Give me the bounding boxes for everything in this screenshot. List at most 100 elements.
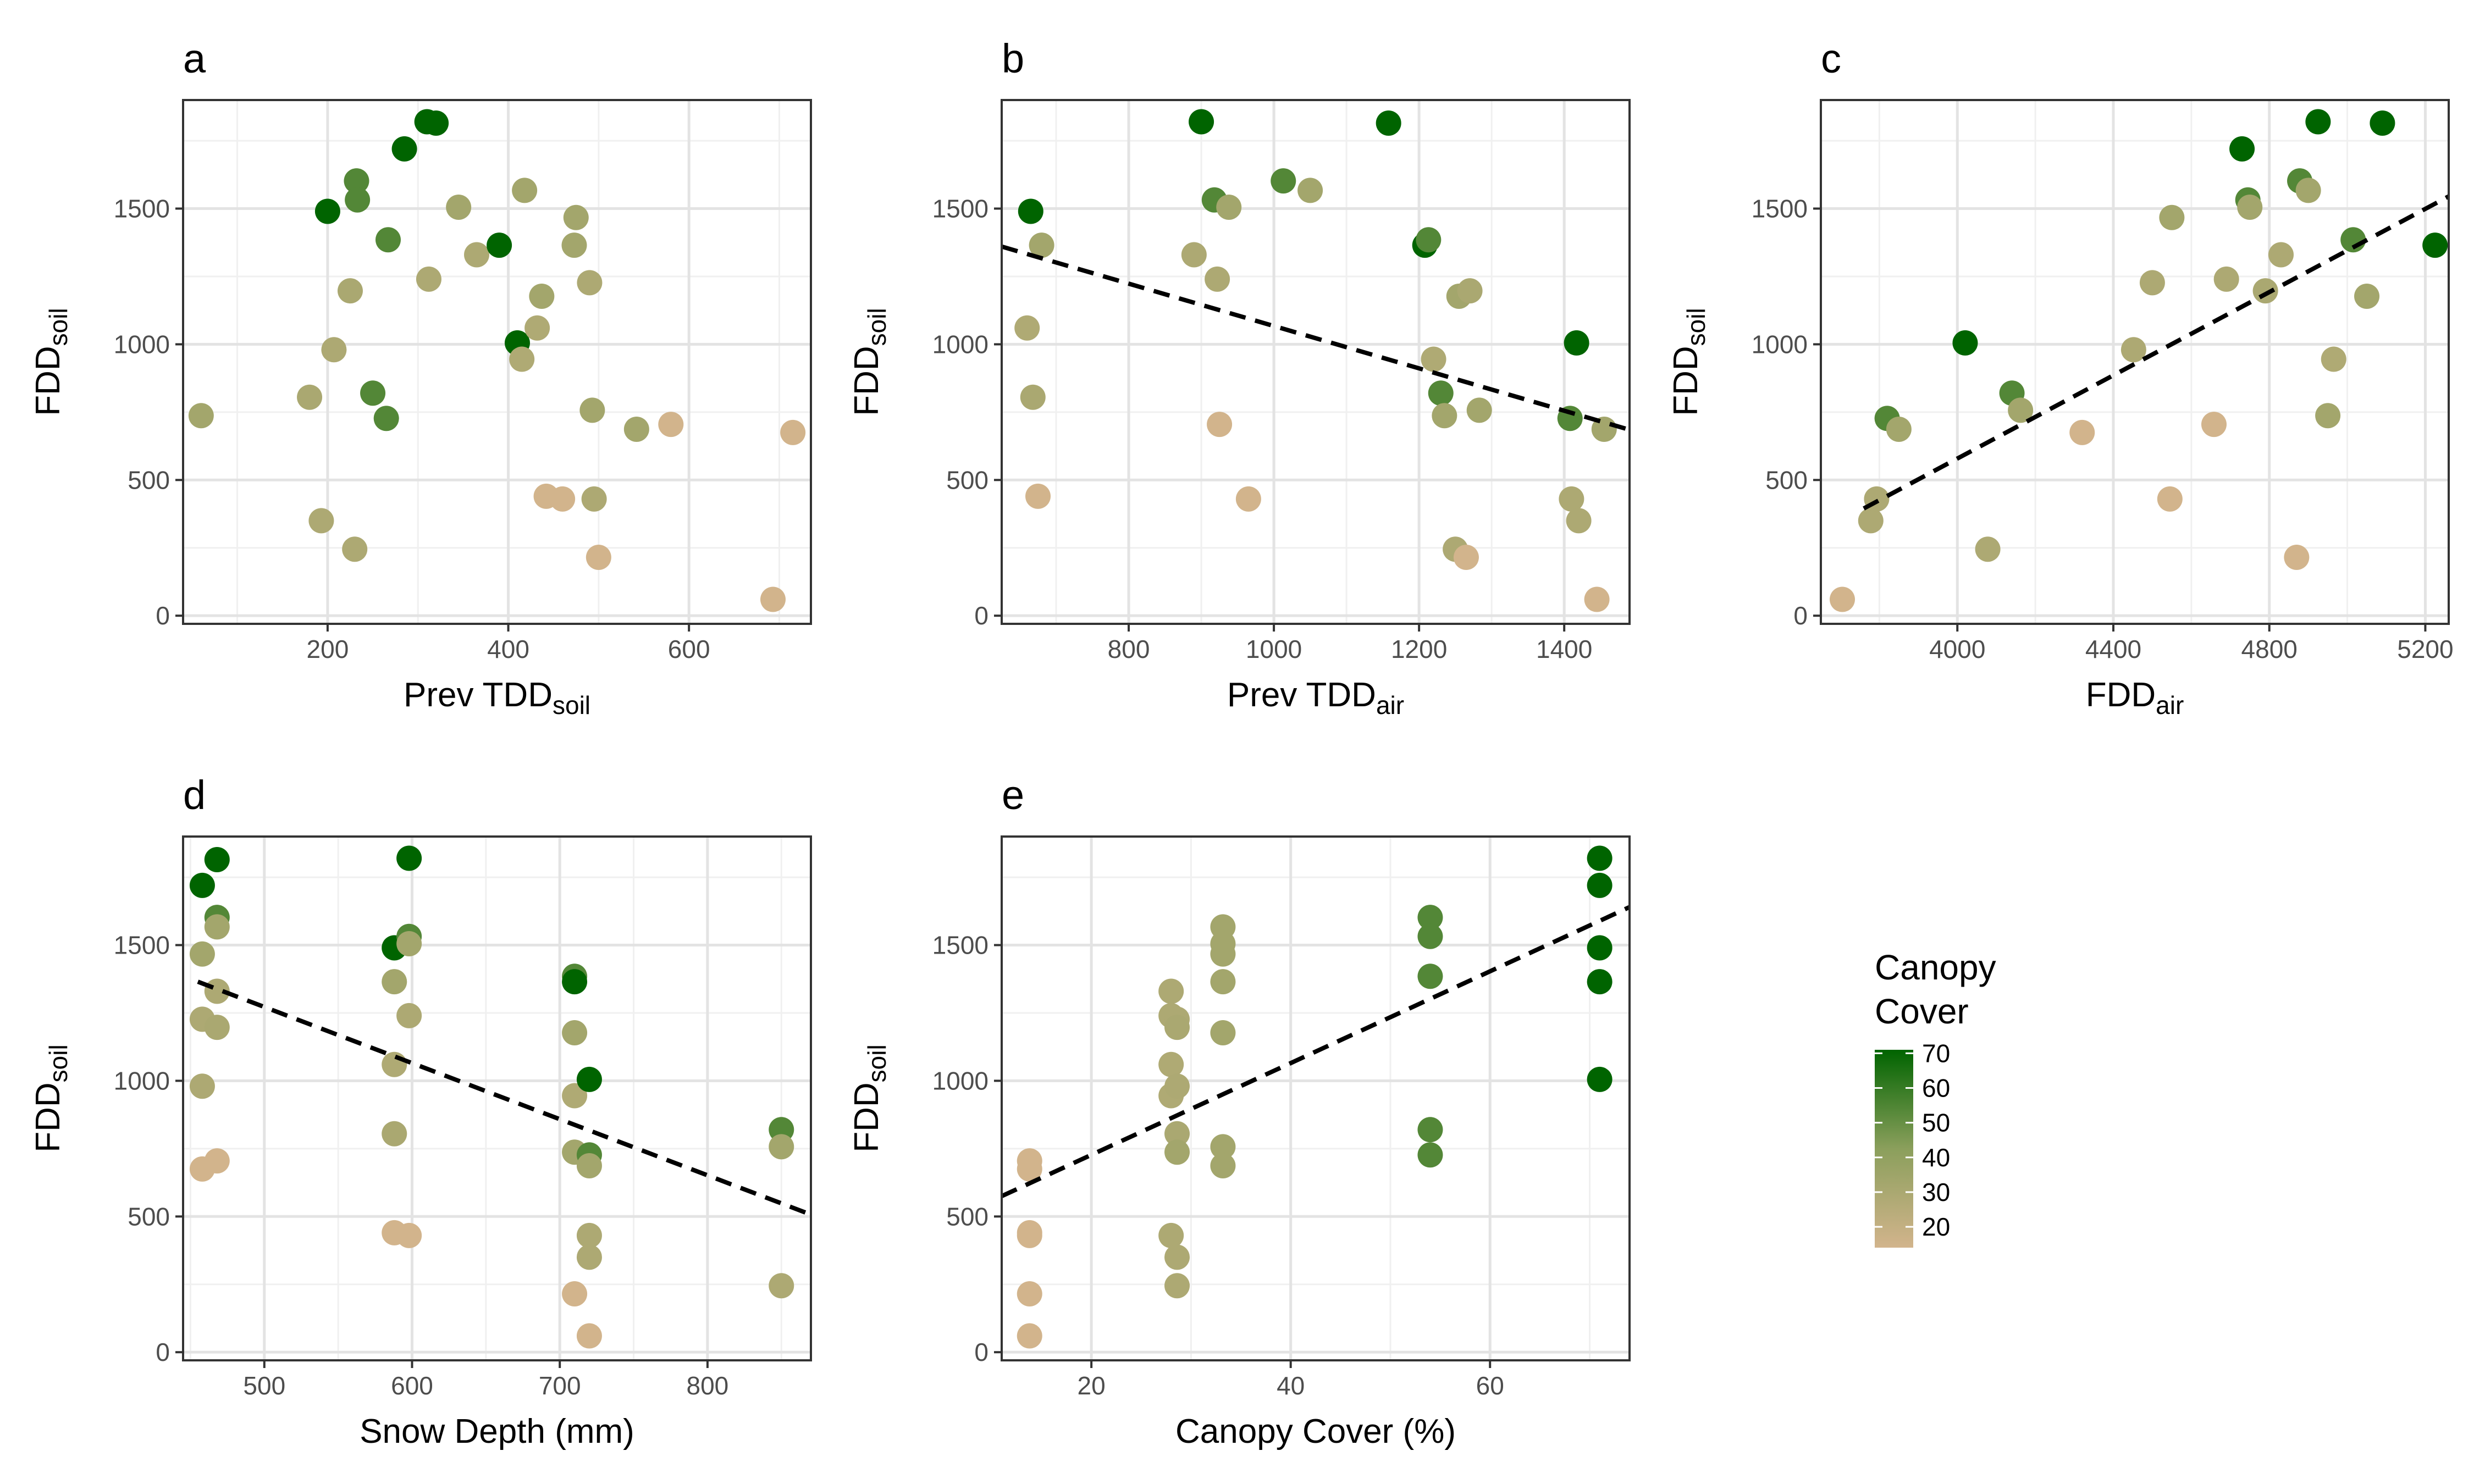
data-point <box>2159 204 2185 230</box>
data-point <box>562 969 588 995</box>
points <box>1017 845 1612 1349</box>
data-point <box>2268 242 2294 268</box>
plot-area <box>183 100 811 624</box>
data-point <box>297 384 323 410</box>
data-point <box>1417 923 1443 949</box>
data-point <box>2340 227 2366 253</box>
data-point <box>2422 232 2448 258</box>
data-point <box>1164 1073 1190 1099</box>
data-point <box>1416 227 1442 253</box>
data-point <box>1952 330 1978 356</box>
data-point <box>1158 1222 1184 1248</box>
trend-line <box>1002 244 1630 432</box>
data-point <box>769 1134 794 1160</box>
y-tick-label: 0 <box>974 1338 989 1366</box>
y-axis-label-subscript: soil <box>863 1044 891 1082</box>
data-point <box>487 232 512 258</box>
data-point <box>576 1153 602 1178</box>
panel-e: 20 40 60 0 500 1000 1500 e Canopy Cover (%) FDDso… <box>848 772 1631 1450</box>
data-point <box>2284 545 2310 571</box>
data-point <box>2157 486 2183 512</box>
y-tick-label: 0 <box>156 601 170 630</box>
x-tick-label: 1200 <box>1391 635 1447 663</box>
legend-title-line1: Canopy <box>1875 948 1996 987</box>
data-point <box>658 412 684 438</box>
data-point <box>1014 315 1040 341</box>
y-tick-label: 500 <box>128 1202 170 1231</box>
x-tick-label: 20 <box>1078 1371 1106 1400</box>
panel-border <box>1820 99 2450 625</box>
data-point <box>321 337 347 363</box>
x-axis-label: FDDair <box>2086 676 2184 719</box>
plot-area <box>183 837 811 1360</box>
panel-border <box>182 835 812 1361</box>
data-point <box>1417 1142 1443 1168</box>
data-point <box>416 266 441 292</box>
data-point <box>1210 969 1236 995</box>
data-point <box>1271 168 1296 194</box>
data-point <box>576 1066 602 1092</box>
data-point <box>1210 1153 1236 1178</box>
data-point <box>1158 1051 1184 1077</box>
data-point <box>579 397 605 423</box>
x-axis-label-subscript: air <box>1376 691 1404 719</box>
trend-line <box>1863 194 2449 511</box>
data-point <box>1235 486 1261 512</box>
data-point <box>581 486 607 512</box>
data-point <box>1205 266 1230 292</box>
data-point <box>562 1083 588 1109</box>
data-point <box>2008 397 2034 423</box>
x-axis-label: Prev TDDsoil <box>404 676 590 719</box>
x-tick-label: 800 <box>1108 635 1150 663</box>
data-point <box>562 1020 588 1046</box>
y-tick-label: 1500 <box>114 195 170 223</box>
y-tick-label: 0 <box>156 1338 170 1366</box>
y-tick-label: 500 <box>1765 466 1808 494</box>
data-point <box>204 914 230 940</box>
data-point <box>1457 278 1483 304</box>
legend-label: 50 <box>1922 1109 1950 1137</box>
y-tick-label: 500 <box>946 466 989 494</box>
legend-label: 20 <box>1922 1212 1950 1241</box>
data-point <box>1584 586 1610 612</box>
points <box>188 109 806 612</box>
data-point <box>1587 872 1612 898</box>
data-point <box>1587 969 1612 995</box>
plot-area <box>1002 837 1630 1360</box>
data-point <box>1017 1323 1042 1349</box>
data-point <box>423 110 449 136</box>
data-point <box>382 1121 407 1147</box>
x-tick-label: 60 <box>1476 1371 1504 1400</box>
data-point <box>189 941 215 967</box>
y-axis-label: FDDsoil <box>29 1044 73 1152</box>
data-point <box>1017 1281 1042 1307</box>
data-point <box>623 416 649 442</box>
x-tick-label: 500 <box>243 1371 285 1400</box>
data-point <box>1025 483 1051 509</box>
panel-c: 4000 4400 4800 5200050010001500cFDDairFDDso… <box>1667 36 2454 719</box>
data-point <box>204 1015 230 1040</box>
panel-border <box>182 99 812 625</box>
y-axis-label-main: FDD <box>848 1082 886 1152</box>
data-point <box>189 1073 215 1099</box>
data-point <box>780 419 806 445</box>
panel-b: 800 1000 1200 1400 0 500 1000 1500 b Prev TDDair F… <box>848 36 1631 719</box>
data-point <box>1297 178 1323 203</box>
trend-line <box>197 979 811 1217</box>
legend-title-line2: Cover <box>1875 992 1969 1031</box>
data-point <box>2370 110 2395 136</box>
x-axis-label-main: Snow Depth (mm) <box>360 1413 634 1450</box>
y-axis-label-main: FDD <box>848 346 886 416</box>
grid <box>1002 100 1630 624</box>
y-tick-label: 1500 <box>114 931 170 960</box>
data-point <box>382 969 407 995</box>
x-tick-label: 1400 <box>1536 635 1592 663</box>
x-tick-label: 600 <box>391 1371 433 1400</box>
y-tick-label: 1000 <box>1752 330 1808 358</box>
panel-title: b <box>1002 36 1024 81</box>
data-point <box>1210 1134 1236 1160</box>
data-point <box>1428 380 1454 406</box>
data-point <box>2069 419 2095 445</box>
